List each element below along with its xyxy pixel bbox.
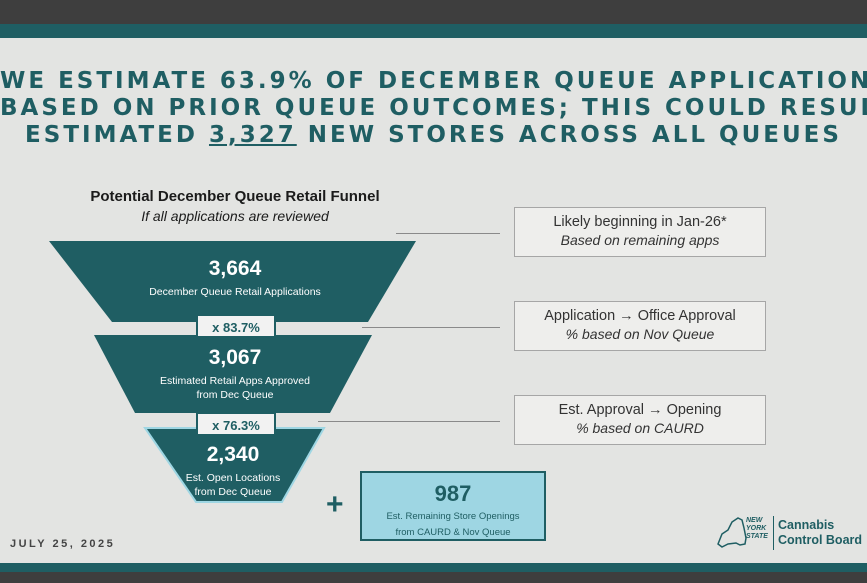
connector-1	[396, 233, 500, 234]
plus-sign: +	[326, 488, 344, 521]
funnel-stage-1-shape	[49, 241, 416, 322]
funnel-stage-3-label-1: Est. Open Locations	[185, 472, 281, 484]
remaining-openings-box: 987 Est. Remaining Store Openings from C…	[360, 471, 546, 541]
ny-state-wordmark-line-3: STATE	[746, 533, 768, 540]
headline-line-2: BASED ON PRIOR QUEUE OUTCOMES; THIS COUL…	[0, 95, 867, 121]
funnel-stage-1-label: December Queue Retail Applications	[149, 286, 321, 298]
slide-date: JULY 25, 2025	[10, 538, 116, 550]
ny-state-map-icon	[717, 517, 747, 548]
headline-line-1: WE ESTIMATE 63.9% OF DECEMBER QUEUE APPL…	[0, 68, 867, 94]
funnel-graphic	[49, 241, 416, 503]
note-approval-rate-subtitle: % based on Nov Queue	[565, 326, 715, 342]
note-opening-rate-subtitle: % based on CAURD	[576, 420, 704, 436]
headline-line-3-suffix: NEW STORES ACROSS ALL QUEUES	[296, 122, 842, 148]
org-name: Cannabis Control Board	[778, 518, 862, 548]
remaining-openings-value: 987	[434, 481, 472, 506]
funnel-stage-2-value: 3,067	[208, 346, 262, 369]
org-name-line-1: Cannabis	[778, 518, 835, 532]
funnel-stage-1-value: 3,664	[208, 257, 262, 280]
funnel-stage-2-label-1: Estimated Retail Apps Approved	[159, 375, 310, 387]
remaining-openings-label-2: from CAURD & Nov Queue	[395, 527, 511, 538]
note-timing-title: Likely beginning in Jan-26*	[553, 214, 727, 230]
note-timing-subtitle: Based on remaining apps	[560, 232, 720, 248]
headline-line-3-prefix: ESTIMATED	[25, 122, 209, 148]
connector-3	[318, 421, 500, 422]
funnel-stage-3-label-2: from Dec Queue	[194, 486, 272, 498]
connector-2	[362, 327, 500, 328]
ny-state-wordmark-line-2: YORK	[746, 525, 767, 532]
note-approval-rate: Application → Office Approval % based on…	[514, 301, 766, 351]
top-band	[0, 24, 867, 38]
multiplier-1: x 83.7%	[196, 314, 276, 338]
funnel-title: Potential December Queue Retail Funnel	[90, 188, 380, 205]
note-approval-rate-title: Application → Office Approval	[544, 308, 736, 324]
bottom-band	[0, 563, 867, 572]
funnel-stage-2-shape	[94, 335, 372, 413]
ny-state-wordmark-line-1: NEW	[746, 517, 763, 524]
logo-divider	[773, 516, 774, 550]
note-opening-rate: Est. Approval → Opening % based on CAURD	[514, 395, 766, 445]
headline-line-3: ESTIMATED 3,327 NEW STORES ACROSS ALL QU…	[0, 122, 867, 149]
funnel-stage-3-value: 2,340	[206, 443, 260, 466]
headline-store-count: 3,327	[208, 122, 297, 148]
org-name-line-2: Control Board	[778, 533, 863, 547]
note-timing: Likely beginning in Jan-26* Based on rem…	[514, 207, 766, 257]
cannabis-control-board-logo: NEW YORK STATE Cannabis Control Board	[716, 514, 866, 554]
note-opening-rate-title: Est. Approval → Opening	[558, 402, 722, 418]
multiplier-2: x 76.3%	[196, 412, 276, 436]
slide: WE ESTIMATE 63.9% OF DECEMBER QUEUE APPL…	[0, 24, 867, 572]
funnel-subtitle: If all applications are reviewed	[141, 208, 329, 224]
ny-state-wordmark: NEW YORK STATE	[746, 517, 768, 541]
remaining-openings-label-1: Est. Remaining Store Openings	[386, 511, 520, 522]
funnel-stage-2-label-2: from Dec Queue	[196, 389, 274, 401]
headline: WE ESTIMATE 63.9% OF DECEMBER QUEUE APPL…	[0, 68, 867, 149]
